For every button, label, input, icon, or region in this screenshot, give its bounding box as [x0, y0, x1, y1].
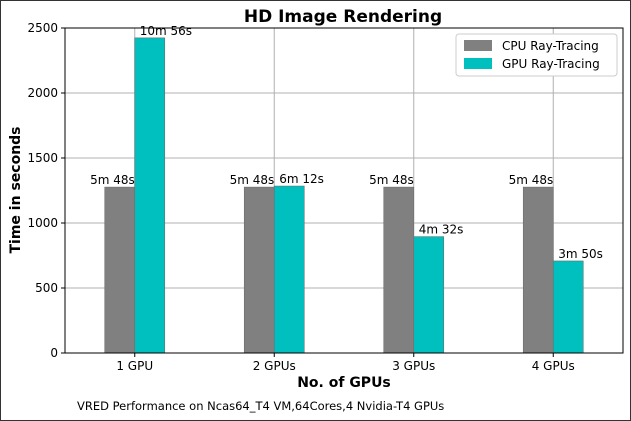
x-tick-label: 2 GPUs	[253, 359, 296, 373]
data-label: 10m 56s	[140, 24, 192, 38]
bar	[273, 185, 305, 354]
data-label: 5m 48s	[230, 173, 275, 187]
x-tick-label: 4 GPUs	[532, 359, 575, 373]
x-tick-label: 1 GPU	[116, 359, 153, 373]
plot-area: 0 500 1000 1500 2000 2500 5m 48s 10m 56s 5m 48s 6…	[27, 21, 624, 373]
data-label: 3m 50s	[558, 247, 603, 261]
legend-swatch	[464, 40, 492, 51]
bar	[413, 236, 445, 354]
legend-box	[455, 33, 618, 77]
y-axis-title: Time in seconds	[8, 126, 24, 253]
y-tick-label: 2000	[27, 86, 58, 100]
bar	[522, 186, 554, 354]
y-tick-label: 0	[50, 346, 58, 360]
x-tick-label: 3 GPUs	[392, 359, 435, 373]
bar	[243, 186, 275, 354]
chart-title: HD Image Rendering	[244, 7, 442, 27]
x-axis-title: No. of GPUs	[297, 375, 391, 391]
plot-border	[64, 27, 624, 354]
chart-caption: VRED Performance on Ncas64_T4 VM,64Cores…	[77, 399, 444, 413]
legend-label: CPU Ray-Tracing	[502, 39, 599, 53]
data-label: 6m 12s	[279, 172, 324, 186]
y-tick-label: 1500	[27, 151, 58, 165]
data-label: 5m 48s	[509, 173, 554, 187]
legend-label: GPU Ray-Tracing	[502, 57, 600, 71]
legend-swatch	[464, 58, 492, 69]
y-tick-label: 500	[35, 281, 58, 295]
data-label: 4m 32s	[419, 223, 464, 237]
bar	[134, 37, 166, 354]
data-label: 5m 48s	[90, 173, 135, 187]
bar	[104, 186, 136, 354]
bar	[383, 186, 415, 354]
bar	[552, 260, 584, 354]
y-tick-label: 1000	[27, 216, 58, 230]
y-tick-label: 2500	[27, 21, 58, 35]
data-label: 5m 48s	[369, 173, 414, 187]
